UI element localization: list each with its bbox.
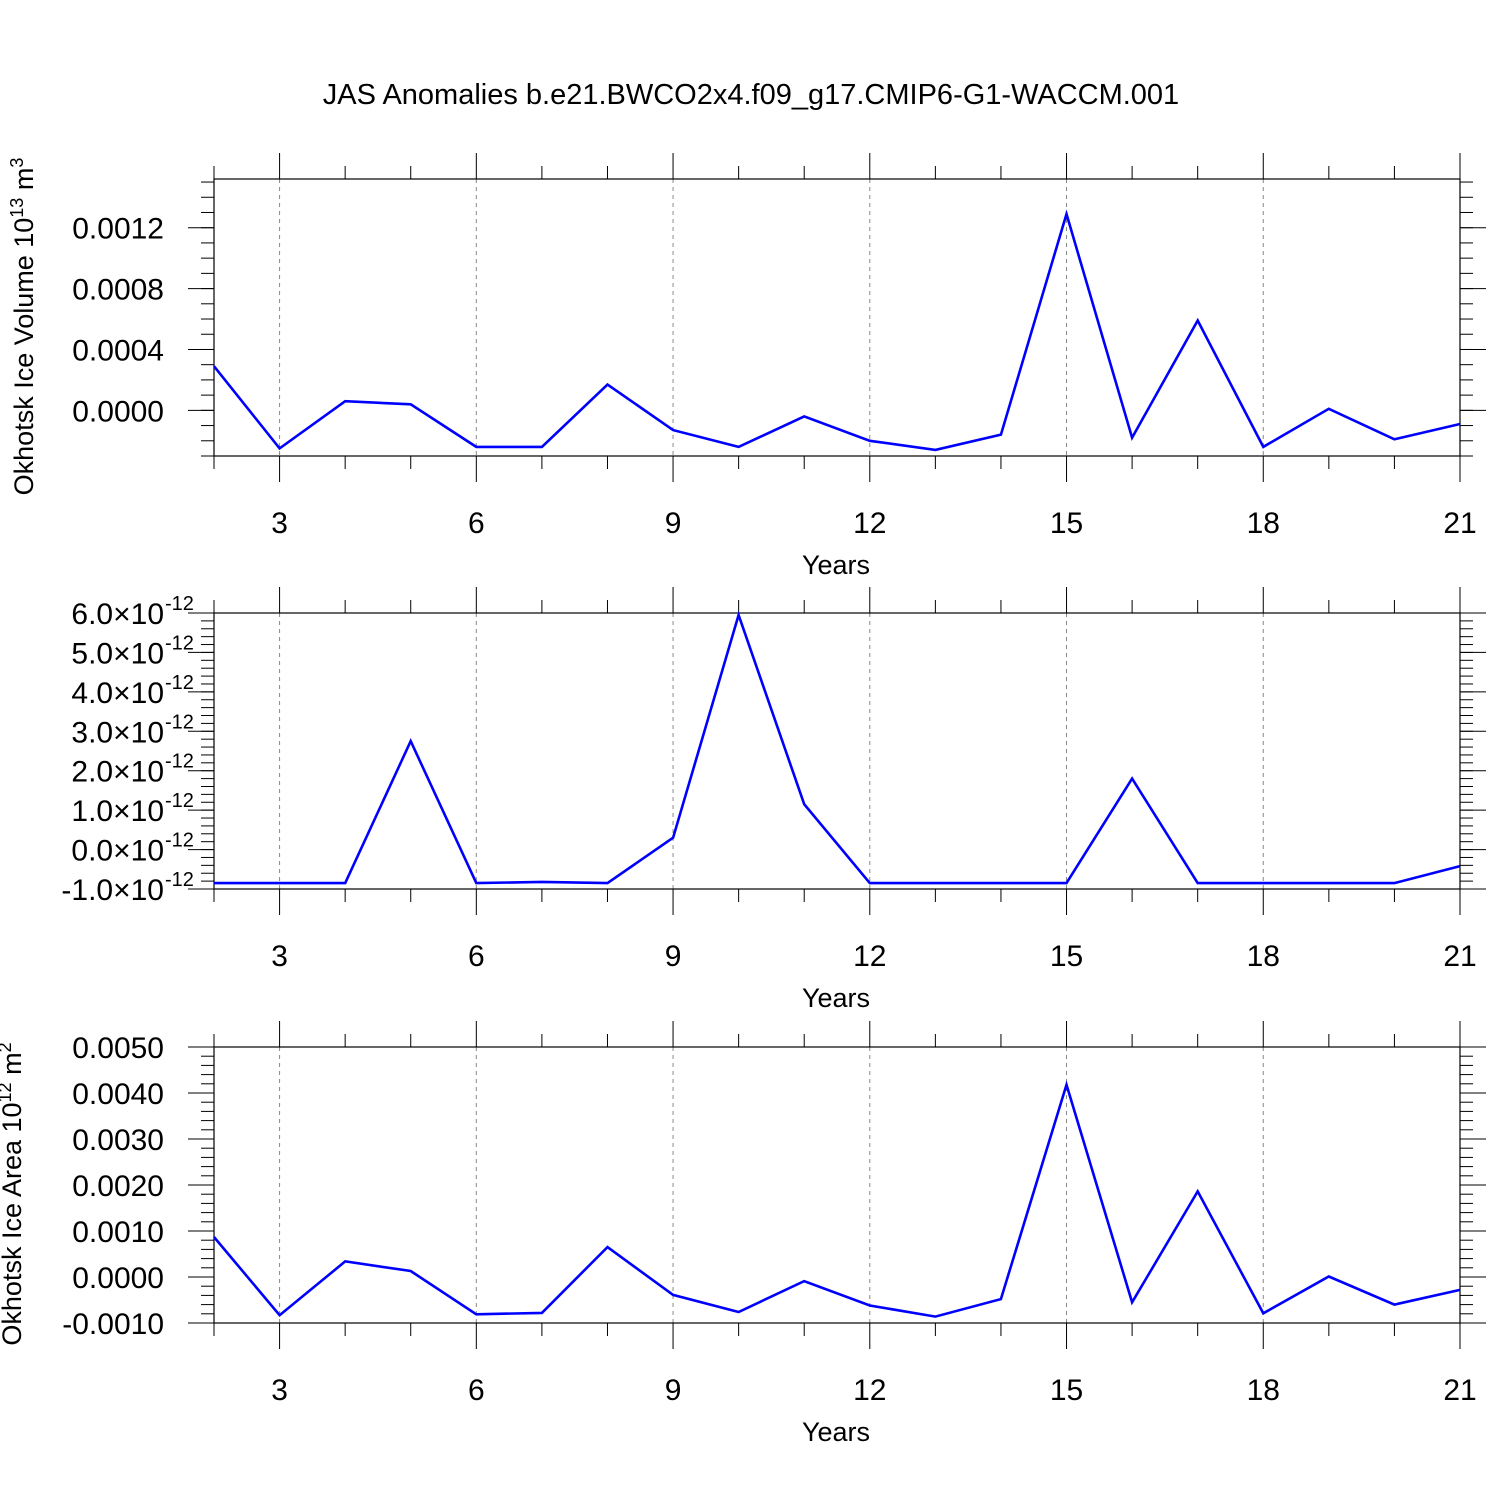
y-tick-label: 0.0004 — [72, 334, 164, 367]
y-tick-label: 2.0×10 — [71, 756, 164, 789]
x-tick-label: 18 — [1247, 1374, 1280, 1407]
x-tick-label: 12 — [853, 1374, 886, 1407]
x-tick-label: 9 — [665, 507, 682, 540]
y-tick-label: 1.0×10 — [71, 795, 164, 828]
x-tick-label: 3 — [271, 940, 288, 973]
y-tick-label: 0.0010 — [72, 1216, 164, 1249]
y-tick-exponent: -12 — [165, 830, 194, 852]
x-tick-label: 21 — [1443, 940, 1476, 973]
x-axis-label: Years — [802, 983, 870, 1013]
plot-frame — [213, 178, 1461, 457]
panel-2: -1.0×10 -120.0×10 -121.0×10 -122.0×10 -123.0… — [61, 587, 1486, 1013]
y-tick-label: 4.0×10 — [71, 677, 164, 710]
y-axis-label-part: m — [9, 168, 39, 198]
x-tick-label: 18 — [1247, 507, 1280, 540]
x-tick-label: 6 — [468, 940, 485, 973]
y-tick-exponent: -12 — [165, 790, 194, 812]
y-tick-label: -0.0010 — [62, 1308, 164, 1341]
y-axis-label-exponent: 3 — [7, 158, 27, 168]
y-tick-label: 0.0020 — [72, 1170, 164, 1203]
x-tick-label: 9 — [665, 1374, 682, 1407]
y-axis-label-part: Okhotsk Ice Area 10 — [0, 1102, 27, 1345]
y-tick-exponent: -12 — [165, 711, 194, 733]
y-tick-label: 0.0008 — [72, 274, 164, 307]
y-tick-exponent: -12 — [165, 632, 194, 654]
x-tick-label: 18 — [1247, 940, 1280, 973]
y-tick-label: 0.0000 — [72, 1262, 164, 1295]
x-tick-label: 6 — [468, 507, 485, 540]
x-tick-label: 15 — [1050, 940, 1083, 973]
y-tick-label: 0.0030 — [72, 1124, 164, 1157]
series-line — [214, 610, 1461, 885]
x-tick-label: 21 — [1443, 1374, 1476, 1407]
y-axis-label-exponent: 2 — [0, 1042, 15, 1052]
x-axis-label: Years — [802, 1417, 870, 1447]
x-tick-label: 12 — [853, 940, 886, 973]
y-tick-exponent: -12 — [165, 672, 194, 694]
y-axis-label: Okhotsk Ice Volume 1013 m3 — [7, 158, 39, 496]
x-tick-label: 3 — [271, 1374, 288, 1407]
y-tick-label: 0.0040 — [72, 1078, 164, 1111]
y-tick-label: 5.0×10 — [71, 637, 164, 670]
x-tick-label: 15 — [1050, 507, 1083, 540]
figure-title: JAS Anomalies b.e21.BWCO2x4.f09_g17.CMIP… — [323, 79, 1179, 111]
x-tick-label: 12 — [853, 507, 886, 540]
y-tick-label: 0.0050 — [72, 1032, 164, 1065]
y-tick-label: 0.0×10 — [71, 835, 164, 868]
y-axis-label-exponent: 13 — [7, 198, 27, 218]
x-tick-label: 6 — [468, 1374, 485, 1407]
plot-frame — [213, 612, 1461, 890]
series-line — [212, 209, 1461, 452]
panel-1: 0.0000 0.0004 0.0008 0.0012 3 6 9 12 15 18 21 Years… — [7, 153, 1486, 580]
y-tick-exponent: -12 — [165, 869, 194, 891]
x-tick-label: 3 — [271, 507, 288, 540]
y-axis-label: Okhotsk Ice Area 1012 m2 — [0, 1042, 27, 1345]
y-axis-label-part: m — [0, 1052, 27, 1082]
y-tick-label: 0.0012 — [72, 213, 164, 246]
y-tick-exponent: -12 — [165, 751, 194, 773]
x-axis-label: Years — [802, 550, 870, 580]
y-tick-label: 3.0×10 — [71, 716, 164, 749]
plot-frame — [213, 1046, 1461, 1324]
series-line — [213, 1080, 1461, 1318]
y-axis-label-exponent: 12 — [0, 1082, 15, 1102]
x-tick-label: 15 — [1050, 1374, 1083, 1407]
x-tick-label: 21 — [1443, 507, 1476, 540]
y-tick-label: 6.0×10 — [71, 598, 164, 631]
y-tick-label: 0.0000 — [72, 395, 164, 428]
y-tick-label: -1.0×10 — [61, 874, 164, 907]
panel-3: -0.0010 0.0000 0.0010 0.0020 0.0030 0.0040 0.0… — [0, 1021, 1486, 1447]
y-axis-label-part: Okhotsk Ice Volume 10 — [9, 218, 39, 496]
y-tick-exponent: -12 — [165, 593, 194, 615]
x-tick-label: 9 — [665, 940, 682, 973]
